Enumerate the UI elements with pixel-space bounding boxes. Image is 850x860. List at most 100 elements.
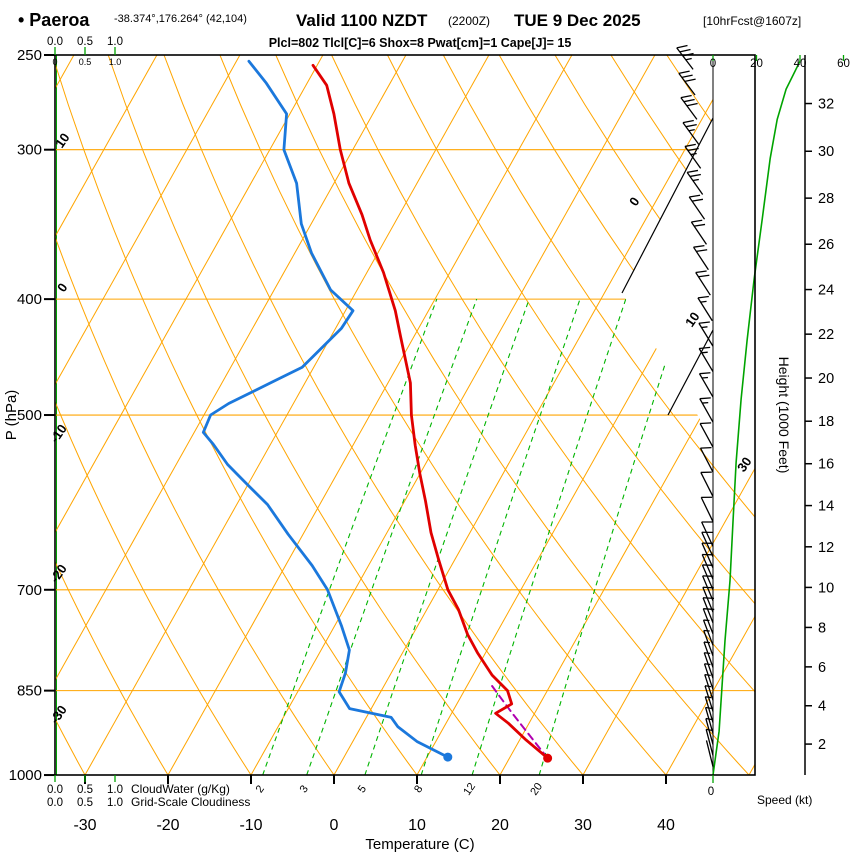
cloudwater-scale-top-label: 1.0 xyxy=(107,36,123,48)
isotherm-value-label: 10 xyxy=(682,309,703,329)
wind-barb xyxy=(700,471,714,497)
dewpoint-surface-dot xyxy=(443,752,453,762)
temp-tick-label: 20 xyxy=(491,817,509,834)
mixing-ratio-label: 2 xyxy=(254,783,267,795)
dry-adiabat-line xyxy=(0,55,2,775)
temp-tick-label: -10 xyxy=(239,817,262,834)
forecast-info: [10hrFcst@1607z] xyxy=(703,14,801,28)
dry-adiabat-line xyxy=(55,55,169,775)
page-title: • Paeroa xyxy=(18,10,90,30)
height-tick-label: 22 xyxy=(818,327,834,343)
cloudwater-scale-top-label: 0.5 xyxy=(77,36,93,48)
wind-barb xyxy=(678,70,696,96)
wind-barb xyxy=(695,270,711,296)
mixing-ratio-label: 20 xyxy=(528,781,545,798)
wind-barb xyxy=(705,740,714,767)
height-tick-label: 32 xyxy=(818,97,834,113)
isotherm-value-label: 10 xyxy=(52,130,73,150)
dry-adiabat-line xyxy=(55,55,252,775)
height-tick-label: 10 xyxy=(818,580,834,596)
cloudwater-scale-bottom-label: 0.0 xyxy=(47,784,63,796)
dry-adiabat-line xyxy=(163,55,584,775)
wind-barb xyxy=(703,629,714,657)
dry-adiabat-line xyxy=(331,55,755,775)
wind-barb xyxy=(698,346,714,373)
isotherm-value-label: 0 xyxy=(626,194,642,209)
parcel-curve xyxy=(490,683,549,760)
cloudiness-scale-top-label: 1.0 xyxy=(109,57,122,67)
cloudwater-scale-bottom-label: 0.5 xyxy=(77,784,93,796)
mixing-ratio-line xyxy=(471,298,627,775)
isotherm-value-label: 30 xyxy=(734,454,755,474)
height-tick-label: 16 xyxy=(818,457,834,473)
pressure-tick-label: 400 xyxy=(17,291,42,308)
valid-time: Valid 1100 NZDT xyxy=(296,11,428,30)
wind-barb xyxy=(698,321,714,347)
cloudiness-scale-bottom-label: 0.5 xyxy=(77,797,93,809)
temp-tick-label: 10 xyxy=(408,817,426,834)
cloudwater-axis-label: CloudWater (g/Kg) xyxy=(131,782,230,796)
dry-adiabat-line xyxy=(55,55,418,775)
height-tick-label: 20 xyxy=(818,371,834,387)
speed-scale-bottom-label: 0 xyxy=(708,786,714,798)
wind-barb xyxy=(701,521,714,547)
station-coords: -38.374°,176.264° (42,104) xyxy=(114,13,247,25)
wind-barb xyxy=(690,219,708,245)
wind-barb xyxy=(680,94,698,120)
mixing-ratio-line xyxy=(420,298,581,775)
height-tick-label: 18 xyxy=(818,414,834,430)
height-tick-label: 28 xyxy=(818,191,834,207)
wind-barb xyxy=(699,446,714,473)
pressure-tick-label: 850 xyxy=(17,683,42,700)
temperature-surface-dot xyxy=(543,753,553,763)
isotherm-line xyxy=(582,55,755,775)
height-tick-label: 24 xyxy=(818,283,834,299)
valid-date: TUE 9 Dec 2025 xyxy=(514,11,641,30)
dewpoint-curve xyxy=(201,59,450,759)
temp-tick-label: 0 xyxy=(330,817,339,834)
wind-barb xyxy=(698,372,714,398)
height-tick-label: 2 xyxy=(818,737,826,753)
wind-barb xyxy=(684,143,702,169)
dry-adiabat-line xyxy=(387,55,755,775)
plot-clip-diagonal-lower xyxy=(667,329,714,416)
wind-barb xyxy=(682,119,700,145)
isotherm-line xyxy=(748,55,755,775)
height-axis-label: Height (1000 Feet) xyxy=(776,357,792,474)
mixing-ratio-label: 8 xyxy=(412,783,425,795)
temp-tick-label: 30 xyxy=(574,817,592,834)
height-tick-label: 6 xyxy=(818,660,826,676)
cloudiness-scale-bottom-label: 1.0 xyxy=(107,797,123,809)
cloudwater-scale-bottom-label: 1.0 xyxy=(107,784,123,796)
height-tick-label: 8 xyxy=(818,620,826,636)
mixing-ratio-line xyxy=(306,298,478,775)
mixing-ratio-label: 3 xyxy=(298,783,311,795)
pressure-tick-label: 500 xyxy=(17,407,42,424)
wind-barb xyxy=(700,496,714,522)
cloudiness-scale-top-label: 0.5 xyxy=(79,57,92,67)
cloudiness-scale-top-label: 0 xyxy=(52,57,57,67)
cloudiness-axis-label: Grid-Scale Cloudiness xyxy=(131,795,250,809)
pressure-tick-label: 300 xyxy=(17,142,42,159)
wind-barb xyxy=(697,295,713,322)
mixing-ratio-label: 12 xyxy=(461,781,478,798)
temp-tick-label: 40 xyxy=(657,817,675,834)
height-tick-label: 14 xyxy=(818,499,834,515)
mixing-ratio-line xyxy=(538,298,687,775)
wind-barb xyxy=(688,194,706,220)
dry-adiabat-line xyxy=(107,55,501,775)
wind-speed-curve xyxy=(712,60,801,776)
isotherm-line xyxy=(55,55,241,775)
pressure-tick-label: 1000 xyxy=(9,767,42,784)
pressure-axis-label: P (hPa) xyxy=(3,390,20,441)
isotherm-value-label: -20 xyxy=(47,561,70,585)
pressure-tick-label: 250 xyxy=(17,47,42,64)
dry-adiabat-line xyxy=(498,55,755,775)
speed-scale-label: 20 xyxy=(750,58,763,70)
wind-barb xyxy=(686,169,704,195)
speed-scale-label: 40 xyxy=(794,58,807,70)
mixing-ratio-line xyxy=(262,298,438,775)
height-tick-label: 12 xyxy=(818,540,834,556)
